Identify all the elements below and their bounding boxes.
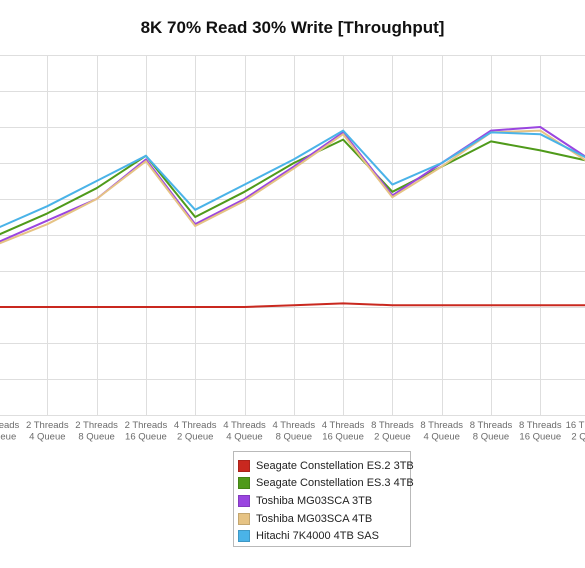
series-line-3 [0,129,585,245]
x-tick-label: 2 Threads 8 Queue [75,420,118,443]
legend-swatch [238,530,250,543]
x-tick-label: 4 Threads 2 Queue [174,420,217,443]
legend-label: Seagate Constellation ES.3 4TB [256,477,414,490]
legend-item: Toshiba MG03SCA 3TB [238,492,410,510]
legend: Seagate Constellation ES.2 3TB Seagate Co… [233,451,414,547]
legend-label: Toshiba MG03SCA 4TB [256,512,373,525]
x-tick-label: 2 Threads 4 Queue [26,420,69,443]
legend-item: Toshiba MG03SCA 4TB [238,510,410,528]
x-tick-label: 2 Threads 16 Queue [125,420,168,443]
legend-item: Seagate Constellation ES.3 4TB [238,475,414,493]
legend-label: Toshiba MG03SCA 3TB [256,494,373,507]
x-tick-label: 4 Threads 4 Queue [223,420,266,443]
series-line-1 [0,138,585,236]
series-line-4 [0,129,585,229]
x-tick-label: 4 Threads 16 Queue [322,420,365,443]
legend-label: Hitachi 7K4000 4TB SAS [256,530,379,543]
series-line-0 [0,302,585,308]
x-tick-label: 8 Threads 4 Queue [420,420,463,443]
legend-swatch [238,512,250,525]
grid-lines [0,55,585,416]
chart-title: 8K 70% Read 30% Write [Throughput] [140,18,445,37]
legend-item: Seagate Constellation ES.2 3TB [238,457,414,475]
series-lines [0,126,585,308]
x-tick-label: 8 Threads 8 Queue [470,420,513,443]
legend-swatch [238,477,250,490]
legend-label: Seagate Constellation ES.2 3TB [256,459,414,472]
x-tick-label: 8 Threads 2 Queue [371,420,414,443]
legend-swatch [238,494,250,507]
x-tick-label: 8 Threads 16 Queue [519,420,562,443]
x-tick-label: 4 Threads 8 Queue [272,420,315,443]
legend-item: Hitachi 7K4000 4TB SAS [238,527,410,545]
legend-swatch [238,459,250,472]
